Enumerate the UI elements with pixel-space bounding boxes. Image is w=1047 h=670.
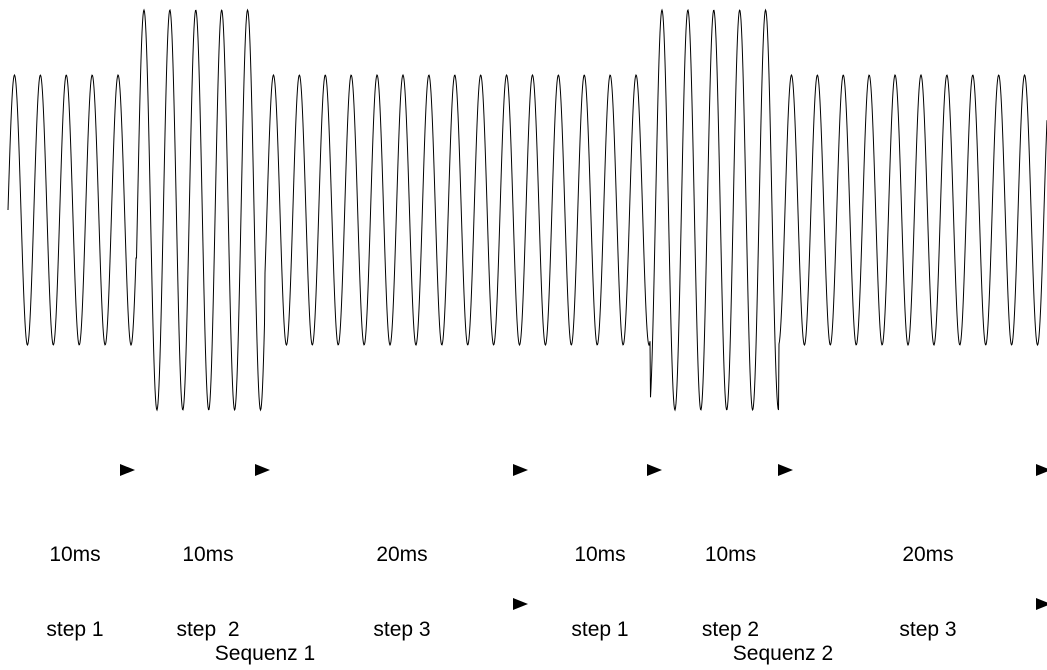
step-boundary-arrow	[255, 464, 270, 476]
step-duration: 10ms	[182, 543, 234, 566]
step-label: 10ms step 2	[158, 492, 258, 667]
step-boundary-arrow	[647, 464, 662, 476]
step-label: 10ms step 1	[35, 492, 115, 667]
sequence-boundary-arrow	[513, 598, 528, 610]
step-duration: 10ms	[49, 543, 101, 566]
step-label: 20ms step 3	[352, 492, 452, 667]
sine-waveform	[7, 8, 1047, 412]
step-duration: 10ms	[704, 543, 757, 566]
sequence-boundary-arrow	[1036, 598, 1047, 610]
step-boundary-arrow	[778, 464, 793, 476]
step-name: step 1	[571, 618, 629, 641]
step-duration: 10ms	[574, 543, 626, 566]
sequence-label: Sequenz 1	[214, 642, 316, 665]
step-name: step 2	[176, 618, 240, 641]
sequence-label: Sequenz 2	[732, 642, 834, 665]
step-label: 10ms step 1	[555, 492, 645, 667]
step-label: 20ms step 3	[878, 492, 978, 667]
step-boundary-arrow	[513, 464, 528, 476]
step-name: step 3	[373, 618, 431, 641]
step-boundary-arrow	[120, 464, 135, 476]
step-duration: 20ms	[376, 543, 428, 566]
step-boundary-arrow	[1036, 464, 1047, 476]
step-name: step 3	[899, 618, 957, 641]
step-name: step 2	[701, 618, 760, 641]
step-duration: 20ms	[902, 543, 954, 566]
step-name: step 1	[46, 618, 104, 641]
step-label: 10ms step 2	[683, 492, 778, 667]
